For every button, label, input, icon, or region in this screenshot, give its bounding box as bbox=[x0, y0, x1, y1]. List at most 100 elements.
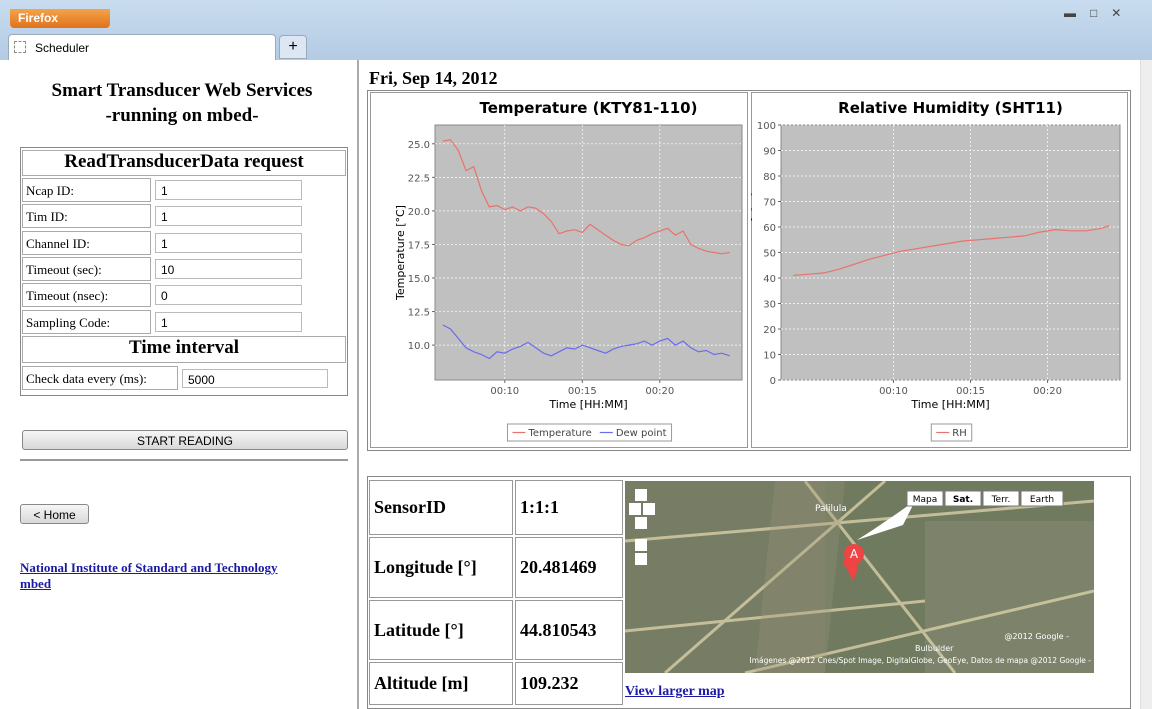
map-callout bbox=[857, 501, 915, 540]
series-line bbox=[442, 324, 730, 360]
chart-box bbox=[370, 92, 748, 448]
y-axis-label: Relative Humidity [%] bbox=[751, 192, 753, 312]
map-type-label: Terr. bbox=[991, 495, 1011, 505]
field-input[interactable]: 1 bbox=[155, 206, 302, 227]
series-line bbox=[442, 139, 730, 255]
field-input[interactable]: 1 bbox=[155, 232, 302, 253]
location-label: Latitude [°] bbox=[369, 600, 513, 660]
x-tick-label: 00:15 bbox=[568, 386, 597, 397]
map-type-box bbox=[906, 490, 944, 507]
place-label: Bulbulder bbox=[915, 644, 954, 653]
map-type-button[interactable]: Terr. bbox=[982, 490, 1020, 507]
chart-title: Relative Humidity (SHT11) bbox=[838, 99, 1063, 117]
start-button[interactable]: START READING bbox=[22, 430, 348, 450]
window-controls[interactable]: ▬□✕ bbox=[1064, 6, 1136, 20]
humidity-chart: Relative Humidity (SHT11) 0 10 20 30 40 50 60 70… bbox=[751, 99, 1121, 442]
interval-input[interactable]: 5000 bbox=[182, 369, 328, 388]
legend-label: RH bbox=[952, 428, 966, 439]
y-tick-label: 40 bbox=[763, 274, 776, 285]
date: Fri, Sep 14, 2012 bbox=[369, 68, 498, 88]
map-link[interactable]: View larger map bbox=[625, 684, 725, 699]
interval-label: Check data every (ms): bbox=[22, 366, 178, 390]
map-type-box bbox=[982, 490, 1020, 507]
map-type-button[interactable]: Mapa bbox=[906, 490, 944, 507]
x-tick-label: 00:15 bbox=[956, 386, 985, 397]
place-label: Palilula bbox=[815, 504, 847, 514]
tab[interactable]: Scheduler bbox=[8, 34, 276, 60]
y-tick-label: 17.5 bbox=[408, 240, 430, 251]
interval-title: Time interval bbox=[22, 336, 346, 363]
sidebar-title: Smart Transducer Web Services bbox=[51, 80, 313, 101]
y-tick-label: 60 bbox=[763, 223, 776, 234]
map-type-box bbox=[944, 490, 982, 507]
home-button[interactable]: < Home bbox=[20, 504, 89, 524]
series-line bbox=[793, 225, 1110, 276]
y-tick-label: 10 bbox=[763, 351, 776, 362]
new-tab[interactable]: + bbox=[279, 35, 307, 59]
form bbox=[20, 147, 348, 396]
scrollbar[interactable] bbox=[1140, 60, 1152, 709]
map-area bbox=[625, 481, 825, 673]
field-input[interactable]: 1 bbox=[155, 180, 302, 200]
field-input[interactable]: 10 bbox=[155, 258, 302, 279]
field-label: Timeout (nsec): bbox=[22, 283, 151, 308]
menu-button[interactable]: Firefox bbox=[10, 9, 110, 28]
y-tick-label: 0 bbox=[770, 376, 776, 387]
x-axis-label: Time [HH:MM] bbox=[548, 398, 627, 411]
map-type-button[interactable]: Sat. bbox=[944, 490, 982, 507]
legend: RH bbox=[930, 423, 973, 442]
map-type-label: Mapa bbox=[913, 495, 938, 505]
y-tick-label: 20 bbox=[763, 325, 776, 336]
map-area bbox=[755, 481, 845, 673]
field-input[interactable]: 0 bbox=[155, 285, 302, 306]
separator bbox=[20, 459, 348, 461]
temperature-chart: Temperature (KTY81-110) 10.0 12.5 15.0 17.5 2… bbox=[394, 99, 743, 442]
marker-label: A bbox=[850, 547, 859, 561]
location-label: SensorID bbox=[369, 480, 513, 535]
y-axis-label: Temperature [°C] bbox=[394, 205, 407, 301]
y-tick-label: 90 bbox=[763, 147, 776, 158]
location-value: 44.810543 bbox=[515, 600, 623, 660]
mbed-link[interactable]: mbed bbox=[20, 576, 52, 591]
x-tick-label: 00:10 bbox=[490, 386, 519, 397]
y-tick-label: 20.0 bbox=[408, 207, 430, 218]
location-value: 1:1:1 bbox=[515, 480, 623, 535]
map[interactable]: A Palilula Bulbulder @2012 Google - Imág… bbox=[625, 481, 1094, 673]
divider bbox=[357, 60, 359, 709]
location-value: 109.232 bbox=[515, 662, 623, 705]
field-input[interactable]: 1 bbox=[155, 311, 302, 332]
field-label: Sampling Code: bbox=[22, 309, 151, 334]
map-type-button[interactable]: Earth bbox=[1020, 490, 1064, 507]
x-tick-label: 00:10 bbox=[879, 386, 908, 397]
field-label: Tim ID: bbox=[22, 204, 151, 229]
field-label: Channel ID: bbox=[22, 230, 151, 255]
legend-box bbox=[506, 423, 673, 442]
y-tick-label: 10.0 bbox=[408, 341, 430, 352]
x-tick-label: 00:20 bbox=[1033, 386, 1062, 397]
location-value: 20.481469 bbox=[515, 537, 623, 598]
nist-link[interactable]: National Institute of Standard and Techn… bbox=[20, 560, 278, 575]
field-label: Ncap ID: bbox=[22, 178, 151, 202]
form-title: ReadTransducerData request bbox=[22, 150, 346, 176]
chart-title: Temperature (KTY81-110) bbox=[480, 99, 698, 117]
field-label: Timeout (sec): bbox=[22, 256, 151, 281]
y-tick-label: 15.0 bbox=[408, 274, 430, 285]
plot-area bbox=[434, 124, 743, 381]
location-label: Altitude [m] bbox=[369, 662, 513, 705]
legend-box bbox=[930, 423, 973, 442]
y-tick-label: 25.0 bbox=[408, 140, 430, 151]
y-tick-label: 80 bbox=[763, 172, 776, 183]
y-tick-label: 100 bbox=[757, 121, 776, 132]
y-tick-label: 30 bbox=[763, 300, 776, 311]
location-label: Longitude [°] bbox=[369, 537, 513, 598]
tab-icon bbox=[14, 41, 26, 53]
map-attribution: Imágenes @2012 Cnes/Spot Image, DigitalG… bbox=[750, 656, 1092, 665]
y-tick-label: 12.5 bbox=[408, 308, 430, 319]
y-tick-label: 22.5 bbox=[408, 173, 430, 184]
pan-control[interactable] bbox=[629, 489, 655, 565]
x-tick-label: 00:20 bbox=[645, 386, 674, 397]
map-type-box bbox=[1020, 490, 1064, 507]
charts-frame bbox=[367, 90, 1131, 451]
x-axis-label: Time [HH:MM] bbox=[910, 398, 989, 411]
